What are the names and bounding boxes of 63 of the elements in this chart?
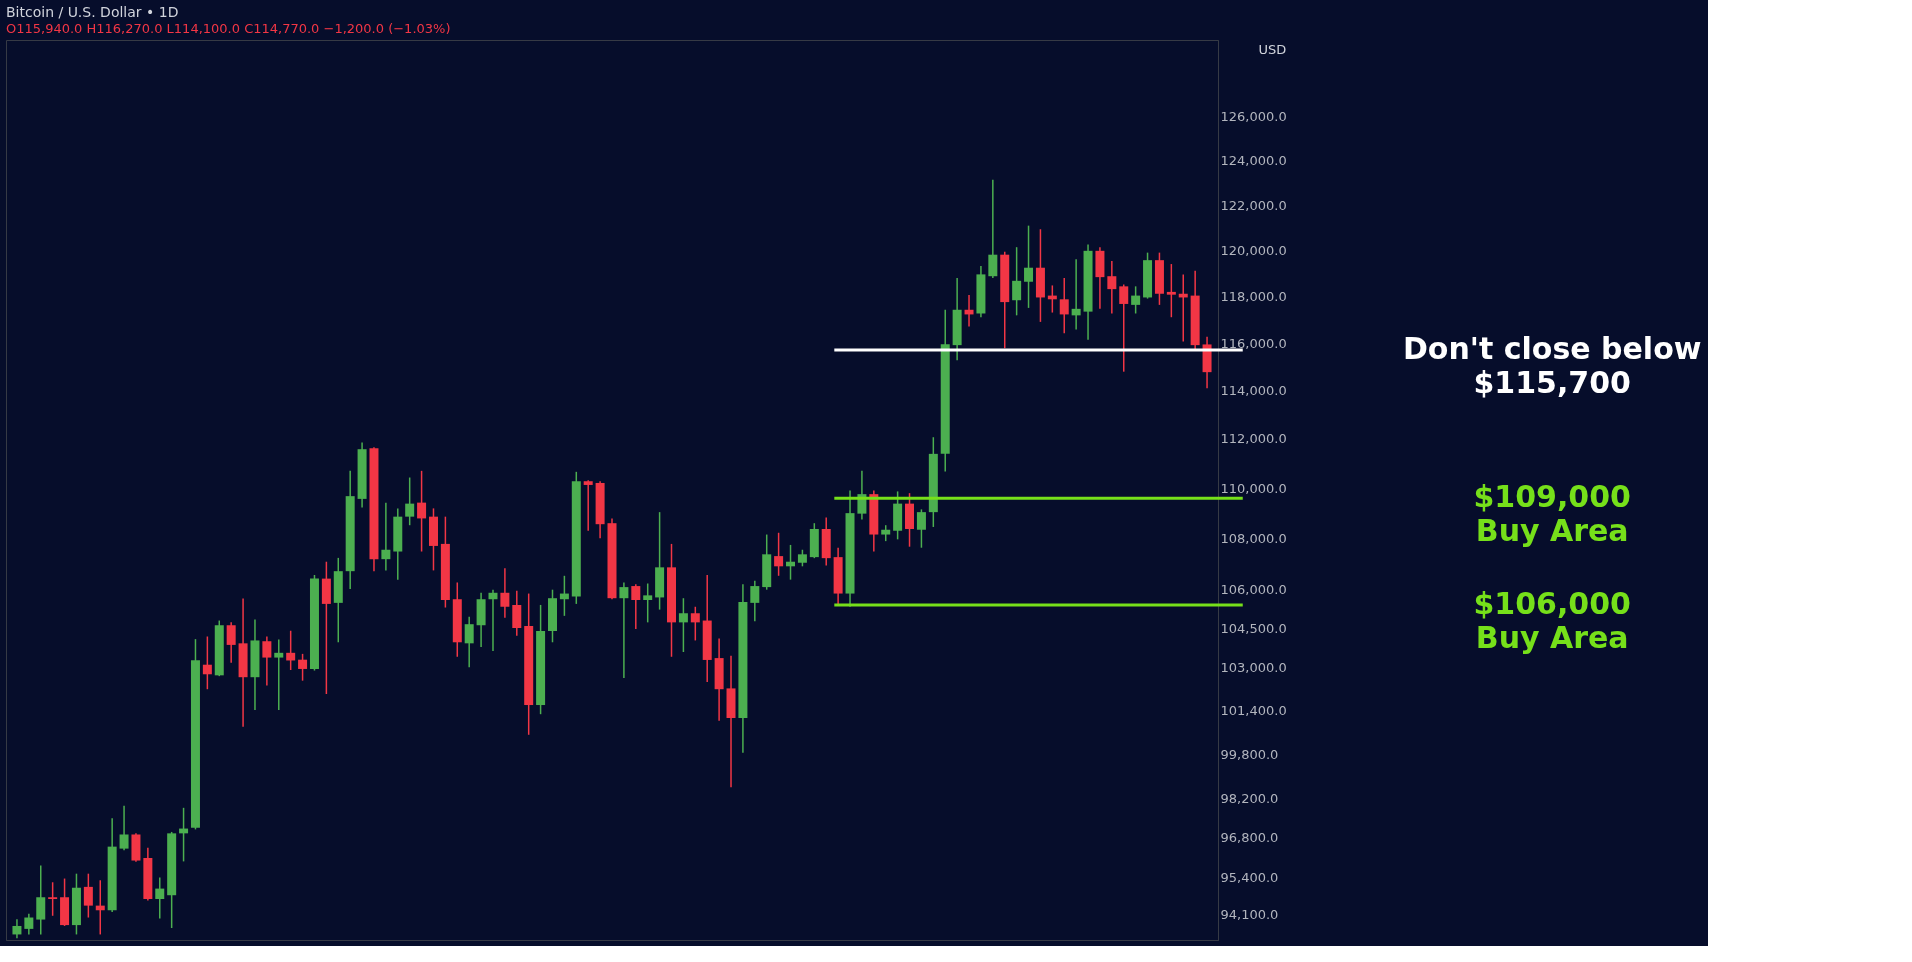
y-tick-label: 110,000.0 (1220, 480, 1287, 496)
candlestick (1012, 246, 1022, 317)
candlestick (678, 597, 688, 653)
y-tick-label: 95,400.0 (1220, 869, 1279, 885)
y-tick-label: 120,000.0 (1220, 242, 1287, 258)
y-tick-label: 122,000.0 (1220, 197, 1287, 213)
candlestick (155, 876, 165, 920)
candlestick (417, 470, 427, 553)
candlestick (988, 179, 998, 279)
candlestick (12, 918, 22, 939)
candlestick (1059, 277, 1069, 334)
y-tick-label: 124,000.0 (1220, 153, 1287, 169)
y-tick-label: 106,000.0 (1220, 581, 1287, 597)
candlestick (226, 621, 236, 664)
y-tick-label: 108,000.0 (1220, 530, 1287, 546)
candlestick (405, 476, 415, 526)
candlestick (36, 864, 46, 936)
candlestick (262, 635, 272, 687)
candlestick (500, 567, 510, 619)
y-tick-label: 104,500.0 (1220, 620, 1287, 636)
y-tick-label: 98,200.0 (1220, 790, 1279, 806)
chart-subtitle: O115,940.0 H116,270.0 L114,100.0 C114,770.0 −1,200.0 (−1.03%) (6, 21, 451, 36)
candlestick (750, 579, 760, 623)
y-tick-label: 112,000.0 (1220, 431, 1287, 447)
candlestick (1131, 285, 1141, 315)
text: USD (1258, 42, 1287, 57)
y-tick-label: 103,000.0 (1220, 660, 1287, 676)
y-tick-label: 94,100.0 (1220, 907, 1279, 923)
candlestick (381, 501, 391, 572)
candlestick (1119, 283, 1129, 373)
candlestick (690, 606, 700, 642)
candlestick (48, 881, 58, 917)
y-tick-label: 114,000.0 (1220, 383, 1287, 399)
candlestick (119, 805, 129, 852)
y-tick-label: 96,800.0 (1220, 830, 1279, 846)
candlestick (202, 635, 212, 690)
candlestick (512, 589, 522, 637)
chart-title: Bitcoin / U.S. Dollar • 1D (6, 4, 179, 20)
y-tick-label: 99,800.0 (1220, 746, 1279, 762)
candlestick (1107, 260, 1117, 315)
candlestick (24, 912, 34, 936)
candlestick (1071, 258, 1081, 331)
candlestick (1166, 263, 1176, 318)
candlestick (83, 872, 93, 919)
candlestick (631, 583, 641, 630)
candlestick (464, 615, 474, 669)
candlestick (619, 581, 629, 679)
candlestick (643, 582, 653, 624)
y-tick-label: 101,400.0 (1220, 703, 1287, 719)
candlestick (583, 479, 593, 532)
candlestick (488, 588, 498, 652)
y-tick-label: 126,000.0 (1220, 109, 1287, 125)
candlestick (774, 532, 784, 577)
ref-line-label: Don't close below $115,700 (1402, 331, 1702, 401)
candlestick (286, 629, 296, 671)
ref-line-label: $106,000 Buy Area (1473, 585, 1631, 655)
candlestick (274, 638, 284, 711)
candlestick (298, 653, 308, 682)
candlestick (916, 508, 926, 549)
candlestick (1024, 224, 1034, 309)
y-tick-label: 118,000.0 (1220, 288, 1287, 304)
y-tick-label: 116,000.0 (1220, 335, 1287, 351)
ref-line-label: $109,000 Buy Area (1473, 479, 1631, 549)
